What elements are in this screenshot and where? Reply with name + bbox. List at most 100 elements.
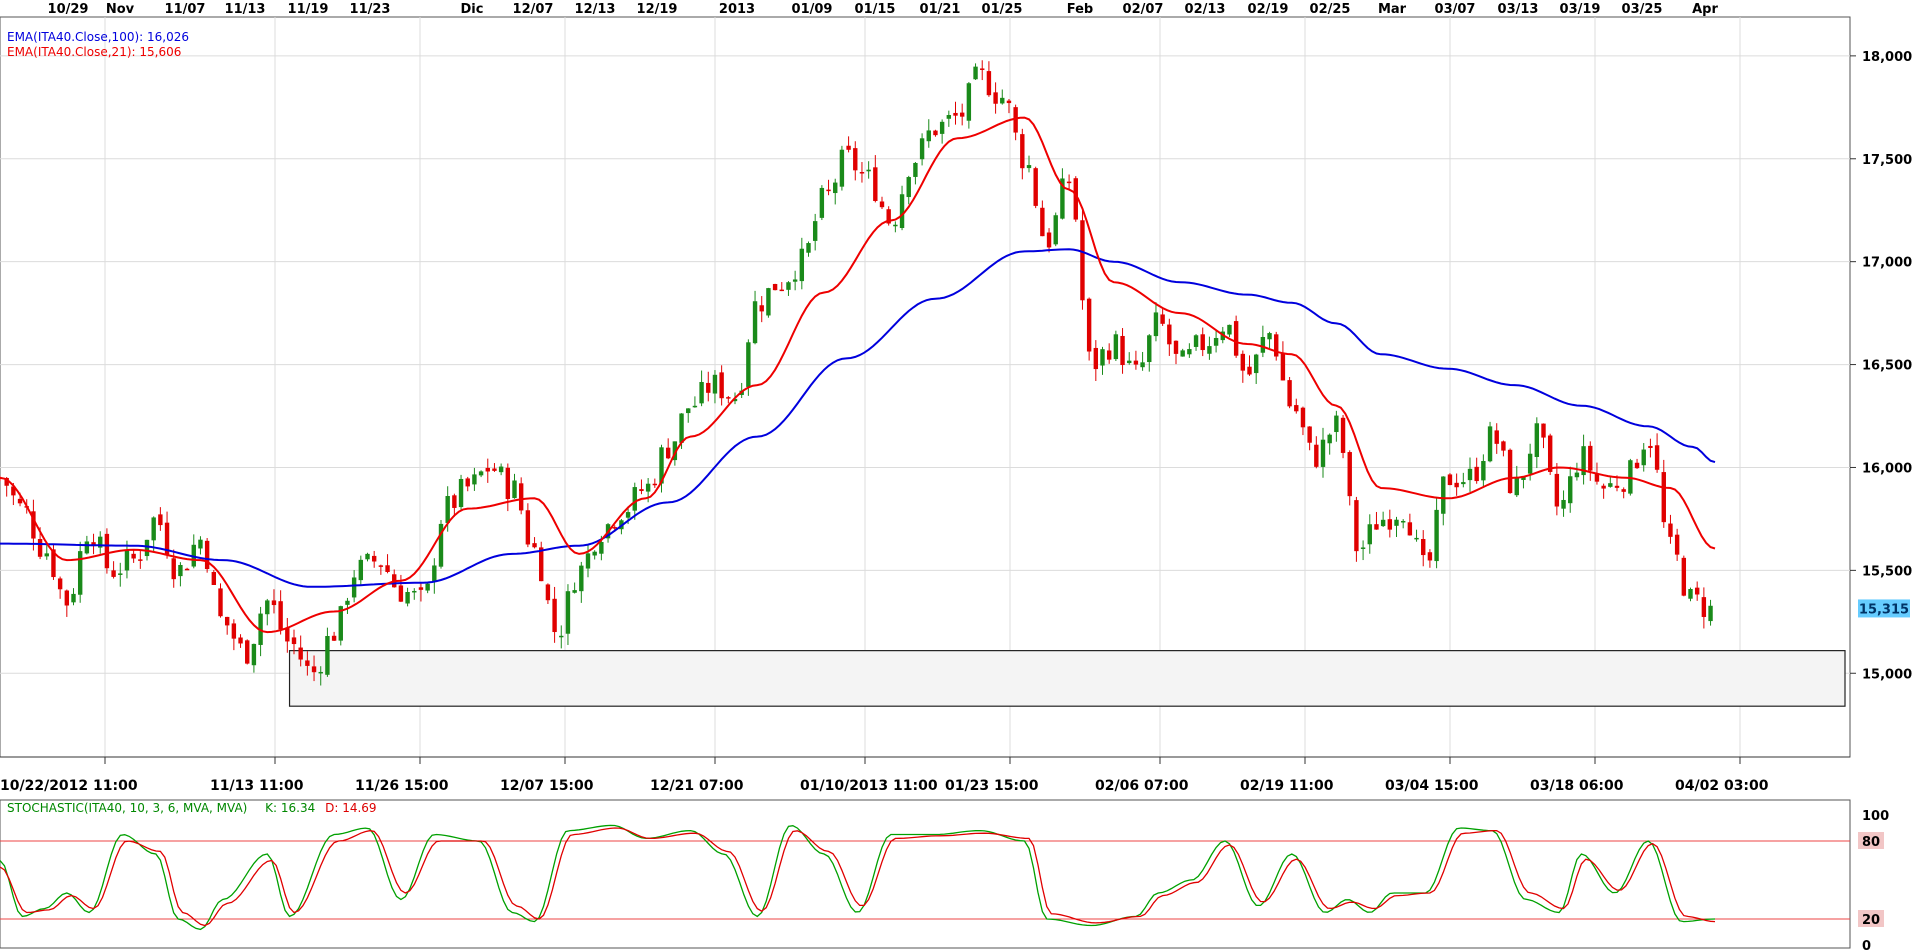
candle <box>1427 549 1433 568</box>
top-axis-label: 01/25 <box>982 2 1023 17</box>
candle <box>1013 104 1018 141</box>
candle <box>311 655 317 682</box>
candle <box>218 583 223 618</box>
candle <box>1046 228 1052 253</box>
ema100-line <box>0 248 1716 588</box>
candle <box>224 616 230 635</box>
candle <box>204 538 210 573</box>
candle <box>532 537 537 549</box>
candle <box>565 584 571 646</box>
candle <box>1501 440 1506 457</box>
candle <box>946 110 952 127</box>
candle <box>812 213 818 251</box>
candle <box>498 463 504 476</box>
candle <box>1447 473 1453 486</box>
candle <box>906 175 911 205</box>
candle <box>1280 341 1286 381</box>
time-axis: 10/22/2012 11:00 11/13 11:00 11/26 15:00 12… <box>0 756 1850 794</box>
stochastic-axis-label: 100 <box>1862 809 1889 824</box>
candle <box>1380 511 1386 527</box>
top-axis-label: 03/25 <box>1622 2 1663 17</box>
candle <box>692 396 698 408</box>
candle <box>1694 581 1700 601</box>
candle <box>545 583 551 604</box>
candle <box>251 643 257 673</box>
ema21-legend: EMA(ITA40.Close,21): 15,606 <box>7 45 181 59</box>
price-axis-label: 15,000 <box>1862 667 1912 682</box>
candle <box>1441 476 1446 526</box>
candle <box>365 552 370 562</box>
top-axis-label: 11/13 <box>225 2 266 17</box>
candle <box>1534 417 1540 469</box>
candle <box>77 541 83 603</box>
top-axis-label: 12/19 <box>637 2 678 17</box>
candle <box>385 554 390 574</box>
stochastic-reference-lines <box>0 840 1850 920</box>
candle <box>1507 448 1513 494</box>
candle <box>184 567 190 571</box>
top-axis-label: 02/19 <box>1248 2 1289 17</box>
candle <box>1387 509 1393 538</box>
candle <box>512 473 517 499</box>
candle <box>1213 329 1219 353</box>
candle <box>1374 511 1379 530</box>
ema21-line <box>0 116 1716 634</box>
candle <box>452 493 457 517</box>
candle <box>1574 462 1580 481</box>
candle <box>933 129 938 137</box>
candle <box>1514 465 1519 498</box>
price-panel[interactable]: 15,000 15,500 16,000 16,500 17,000 17,500 18,0… <box>0 16 1912 758</box>
candle <box>1160 308 1165 326</box>
candle <box>886 206 891 226</box>
candle <box>899 185 905 231</box>
top-axis-label: 12/13 <box>575 2 616 17</box>
candle <box>1060 168 1065 220</box>
top-axis-label: 2013 <box>719 2 755 17</box>
candle <box>138 550 143 569</box>
candle <box>879 196 885 210</box>
candle <box>485 458 490 483</box>
candle <box>1253 353 1259 384</box>
candle <box>1207 336 1212 360</box>
candle <box>44 545 49 560</box>
candle <box>1454 473 1459 496</box>
stochastic-panel[interactable]: 0 20 80 100 STOCHASTIC(ITA40, 10, 3, 6, MVA… <box>0 799 1889 950</box>
candle <box>1167 318 1172 356</box>
time-axis-labels: 10/22/2012 11:00 11/13 11:00 11/26 15:00 12… <box>0 757 1769 794</box>
candle <box>1648 438 1653 458</box>
price-axis-label: 17,000 <box>1862 256 1912 271</box>
top-axis-label: Apr <box>1692 2 1718 17</box>
candle <box>919 133 925 166</box>
candle <box>552 586 557 643</box>
stochastic-axis-label: 0 <box>1862 939 1871 950</box>
candle <box>833 178 838 205</box>
candle <box>686 408 691 423</box>
stochastic-ref-badge <box>1858 832 1884 849</box>
candle <box>1307 426 1312 451</box>
candle <box>245 639 250 665</box>
candle <box>1334 410 1339 442</box>
candle <box>1347 450 1352 506</box>
top-axis-label: 01/15 <box>855 2 896 17</box>
candle <box>1608 475 1613 488</box>
candle <box>866 161 871 179</box>
top-axis-label: 02/13 <box>1185 2 1226 17</box>
candle <box>211 569 217 586</box>
last-price-box <box>1858 599 1910 618</box>
price-axis-label: 17,500 <box>1862 153 1912 168</box>
candle <box>1367 514 1372 554</box>
top-axis-label: 02/25 <box>1310 2 1351 17</box>
candle <box>1320 427 1326 478</box>
candle <box>1260 325 1266 358</box>
time-axis-label: 10/22/2012 11:00 <box>0 778 138 794</box>
stochastic-k-value: K: 16.34 <box>265 801 315 815</box>
candle <box>1106 343 1112 364</box>
candle <box>959 103 965 126</box>
candle <box>966 82 972 129</box>
time-axis-label: 11/13 11:00 <box>210 778 304 794</box>
stochastic-axis-label: 80 <box>1862 835 1880 850</box>
top-axis-label: 01/09 <box>792 2 833 17</box>
time-axis-label: 04/02 03:00 <box>1675 778 1769 794</box>
stochastic-axis-labels: 0 20 80 100 <box>1858 809 1889 950</box>
